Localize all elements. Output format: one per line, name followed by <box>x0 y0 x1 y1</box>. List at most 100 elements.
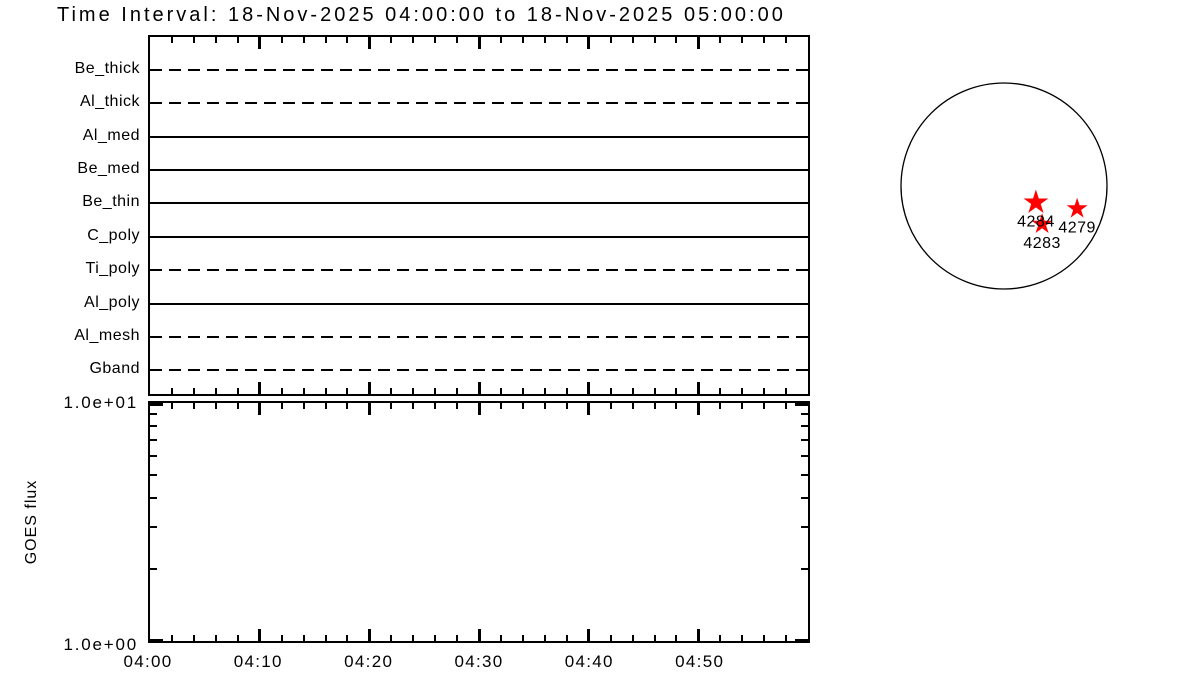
x-axis-tick-minor <box>565 403 568 409</box>
x-axis-tick-minor <box>412 37 415 43</box>
filter-label-C_poly: C_poly <box>87 226 140 244</box>
y-axis-tick-minor <box>801 473 808 476</box>
x-axis-tick-minor <box>741 388 744 394</box>
goes-flux-axis-label: GOES flux <box>23 479 40 565</box>
x-axis-tick-minor <box>390 635 393 641</box>
x-axis-tick-minor <box>785 37 788 43</box>
x-axis-tick-minor <box>390 37 393 43</box>
x-axis-tick-minor <box>499 403 502 409</box>
x-axis-tick-minor <box>675 635 678 641</box>
x-axis-tick-major <box>258 382 262 394</box>
filter-label-Be_med: Be_med <box>77 160 140 178</box>
x-axis-tick-minor <box>543 635 546 641</box>
y-axis-tick-minor <box>801 412 808 415</box>
y-axis-tick-minor <box>801 438 808 441</box>
x-axis-tick-major <box>696 382 700 394</box>
x-axis-tick-minor <box>499 388 502 394</box>
x-axis-tick-major <box>258 37 262 49</box>
x-axis-tick-major <box>477 629 481 641</box>
x-axis-tick-major <box>587 382 591 394</box>
x-axis-tick-minor <box>434 388 437 394</box>
x-axis-tick-major <box>477 403 481 415</box>
x-axis-tick-minor <box>609 37 612 43</box>
x-axis-tick-minor <box>521 403 524 409</box>
x-axis-tick-major <box>477 382 481 394</box>
y-axis-tick-minor <box>801 425 808 428</box>
x-axis-tick-minor <box>456 37 459 43</box>
x-axis-tick-minor <box>653 37 656 43</box>
x-axis-tick-minor <box>609 635 612 641</box>
x-axis-tick-minor <box>763 388 766 394</box>
x-axis-tick-minor <box>565 635 568 641</box>
goes-ytick-min: 1.0e+00 <box>63 635 138 654</box>
x-axis-tick-minor <box>302 403 305 409</box>
x-axis-tick-minor <box>236 388 239 394</box>
filter-label-Al_med: Al_med <box>82 126 140 144</box>
x-axis-tick-minor <box>302 635 305 641</box>
x-axis-tick-minor <box>346 388 349 394</box>
x-axis-tick-minor <box>170 388 173 394</box>
x-axis-tick-minor <box>390 403 393 409</box>
x-axis-tick-minor <box>763 403 766 409</box>
x-axis-tick-major <box>258 403 262 415</box>
x-axis-tick-minor <box>675 37 678 43</box>
x-axis-tick-major <box>587 403 591 415</box>
x-axis-tick-minor <box>412 388 415 394</box>
x-axis-tick-minor <box>280 37 283 43</box>
x-axis-tick-minor <box>456 388 459 394</box>
y-axis-tick-minor <box>150 412 157 415</box>
plot-title: Time Interval: 18-Nov-2025 04:00:00 to 1… <box>57 4 786 26</box>
star-marker-4284 <box>1023 189 1049 213</box>
x-axis-tick-major <box>587 629 591 641</box>
x-axis-tick-minor <box>456 403 459 409</box>
y-axis-tick-minor <box>150 425 157 428</box>
filter-label-Al_thick: Al_thick <box>79 93 140 111</box>
region-label-4279: 4279 <box>1058 220 1096 237</box>
x-axis-tick-minor <box>653 403 656 409</box>
x-axis-tick-minor <box>192 403 195 409</box>
x-axis-tick-minor <box>543 388 546 394</box>
x-axis-tick-minor <box>653 635 656 641</box>
x-axis-tick-minor <box>192 388 195 394</box>
y-axis-tick-minor <box>801 568 808 571</box>
x-axis-tick-minor <box>675 403 678 409</box>
x-axis-tick-minor <box>631 403 634 409</box>
x-axis-tick-minor <box>170 403 173 409</box>
x-axis-tick-minor <box>521 635 524 641</box>
filter-line-Al_mesh <box>150 335 808 338</box>
star-marker-4283 <box>1031 213 1053 233</box>
xtick-label-0420: 04:20 <box>344 652 394 671</box>
x-axis-tick-minor <box>521 388 524 394</box>
x-axis-tick-minor <box>741 37 744 43</box>
solar-limb-circle <box>900 82 1108 290</box>
x-axis-tick-minor <box>214 403 217 409</box>
x-axis-tick-minor <box>719 635 722 641</box>
x-axis-tick-minor <box>434 403 437 409</box>
x-axis-tick-minor <box>609 388 612 394</box>
y-axis-tick-minor <box>801 454 808 457</box>
x-axis-tick-minor <box>170 635 173 641</box>
filter-line-Al_poly <box>150 302 808 305</box>
x-axis-tick-minor <box>346 403 349 409</box>
filter-label-Al_mesh: Al_mesh <box>74 326 140 344</box>
x-axis-tick-minor <box>192 37 195 43</box>
x-axis-tick-minor <box>434 37 437 43</box>
x-axis-tick-minor <box>785 388 788 394</box>
x-axis-tick-minor <box>280 388 283 394</box>
y-axis-tick-minor <box>150 438 157 441</box>
x-axis-tick-major <box>696 629 700 641</box>
filter-label-Al_poly: Al_poly <box>84 293 140 311</box>
x-axis-tick-minor <box>346 37 349 43</box>
x-axis-tick-minor <box>324 635 327 641</box>
x-axis-tick-minor <box>302 37 305 43</box>
x-axis-tick-minor <box>236 37 239 43</box>
x-axis-tick-minor <box>719 388 722 394</box>
x-axis-tick-minor <box>192 635 195 641</box>
x-axis-tick-minor <box>280 403 283 409</box>
xtick-label-0450: 04:50 <box>675 652 725 671</box>
x-axis-tick-minor <box>214 635 217 641</box>
xtick-label-0430: 04:30 <box>454 652 504 671</box>
x-axis-tick-minor <box>653 388 656 394</box>
x-axis-tick-minor <box>346 635 349 641</box>
